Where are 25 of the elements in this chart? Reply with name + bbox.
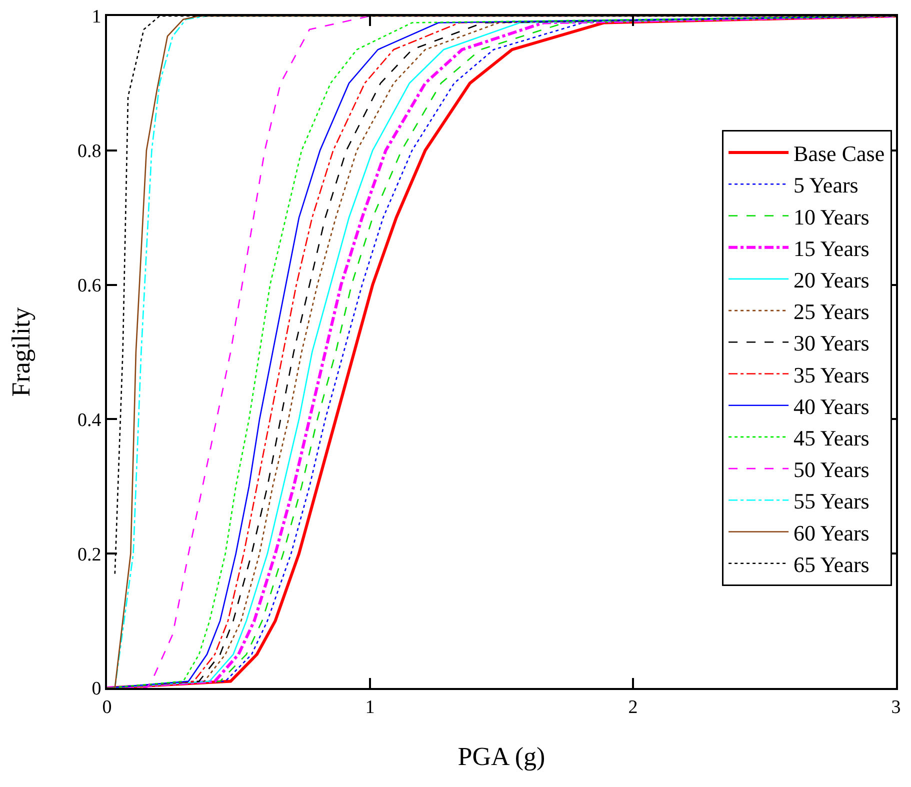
x-tick-label: 1 bbox=[365, 696, 375, 718]
legend-label: 60 Years bbox=[794, 520, 870, 546]
legend-label: 25 Years bbox=[794, 299, 870, 324]
y-tick-label: 0.4 bbox=[77, 410, 102, 431]
x-axis-title: PGA (g) bbox=[458, 742, 546, 771]
y-tick-label: 0 bbox=[92, 678, 102, 700]
y-tick-label: 1 bbox=[92, 6, 102, 28]
y-axis-title: Fragility bbox=[6, 307, 36, 397]
legend-label: 30 Years bbox=[794, 330, 870, 356]
legend-label: 50 Years bbox=[794, 457, 870, 482]
x-tick-label: 3 bbox=[891, 696, 901, 718]
y-tick-label: 0.6 bbox=[77, 275, 102, 296]
legend-label: 15 Years bbox=[794, 236, 870, 261]
legend-label: 10 Years bbox=[794, 204, 870, 230]
legend-label: 35 Years bbox=[794, 362, 870, 388]
legend-label: 20 Years bbox=[794, 268, 870, 293]
y-tick-label: 0.8 bbox=[77, 141, 102, 162]
legend-label: 65 Years bbox=[794, 552, 870, 577]
legend-label: Base Case bbox=[794, 141, 885, 166]
x-tick-label: 2 bbox=[628, 696, 638, 718]
legend-label: 55 Years bbox=[794, 488, 870, 514]
y-tick-label: 0.2 bbox=[77, 544, 102, 566]
legend-label: 5 Years bbox=[794, 172, 858, 198]
legend-label: 40 Years bbox=[794, 394, 870, 419]
legend-label: 45 Years bbox=[794, 426, 870, 451]
